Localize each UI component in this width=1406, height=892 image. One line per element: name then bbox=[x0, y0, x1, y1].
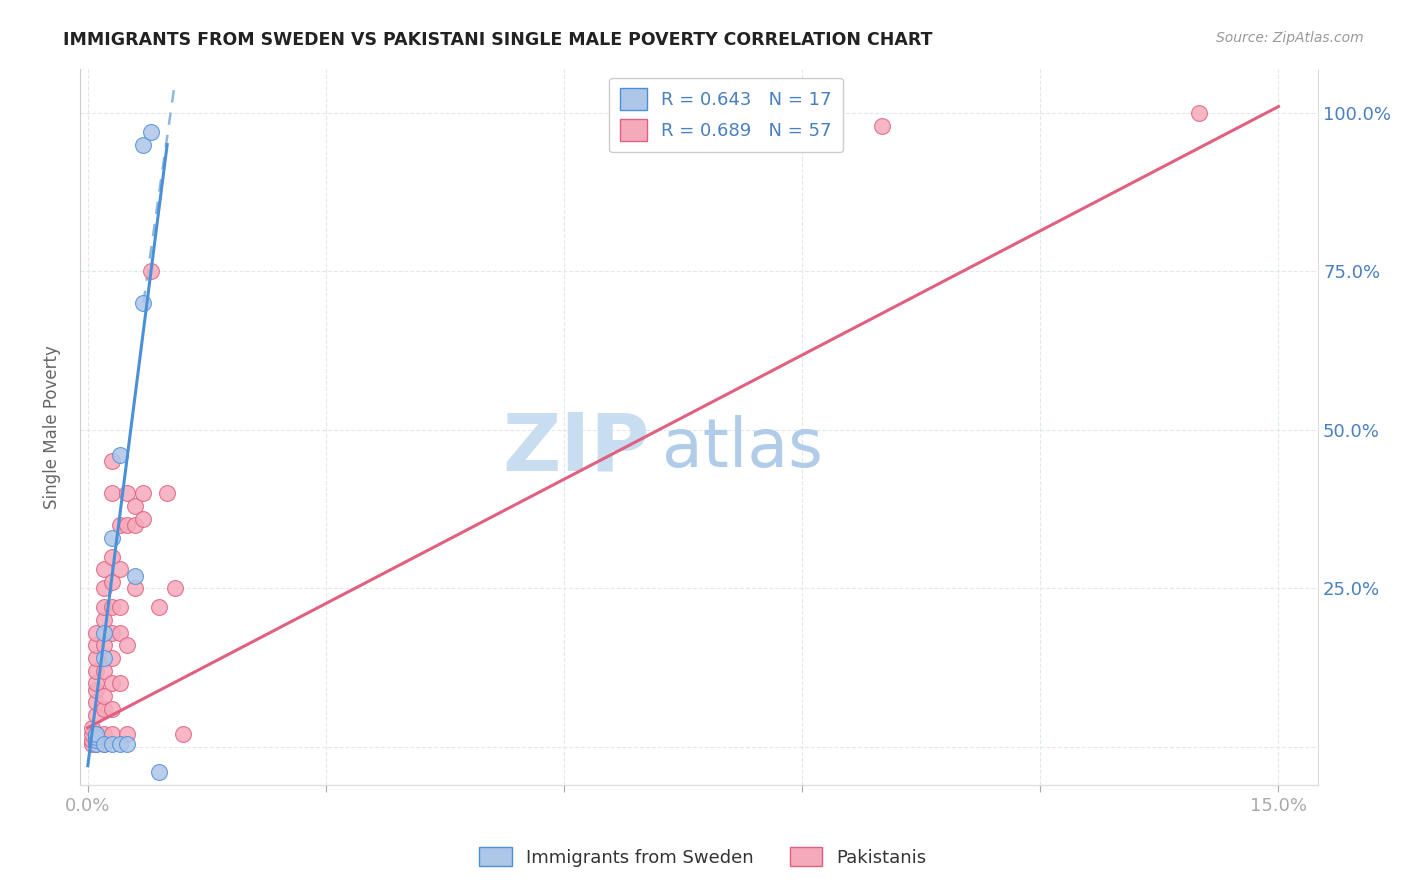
Point bbox=[84, 730, 107, 744]
Point bbox=[108, 676, 131, 690]
Point bbox=[108, 448, 131, 462]
Text: ZIP: ZIP bbox=[502, 409, 650, 487]
Point bbox=[148, 765, 170, 780]
Point bbox=[117, 727, 139, 741]
Point bbox=[156, 486, 179, 500]
Point bbox=[84, 733, 107, 747]
Legend: Immigrants from Sweden, Pakistanis: Immigrants from Sweden, Pakistanis bbox=[472, 840, 934, 874]
Point bbox=[870, 119, 893, 133]
Point bbox=[84, 727, 107, 741]
Point bbox=[100, 676, 122, 690]
Point bbox=[93, 651, 115, 665]
Point bbox=[108, 737, 131, 751]
Point bbox=[93, 727, 115, 741]
Point bbox=[80, 721, 103, 735]
Point bbox=[84, 695, 107, 709]
Point bbox=[80, 733, 103, 747]
Legend: R = 0.643   N = 17, R = 0.689   N = 57: R = 0.643 N = 17, R = 0.689 N = 57 bbox=[609, 78, 842, 153]
Point bbox=[124, 581, 146, 595]
Point bbox=[124, 517, 146, 532]
Point bbox=[132, 137, 155, 152]
Point bbox=[84, 664, 107, 678]
Text: Source: ZipAtlas.com: Source: ZipAtlas.com bbox=[1216, 31, 1364, 45]
Point bbox=[132, 511, 155, 525]
Point bbox=[84, 676, 107, 690]
Point bbox=[84, 682, 107, 697]
Point bbox=[93, 638, 115, 652]
Point bbox=[93, 625, 115, 640]
Point bbox=[84, 737, 107, 751]
Point bbox=[108, 517, 131, 532]
Point bbox=[108, 600, 131, 615]
Point bbox=[100, 574, 122, 589]
Y-axis label: Single Male Poverty: Single Male Poverty bbox=[44, 344, 60, 508]
Point bbox=[124, 499, 146, 513]
Point bbox=[100, 702, 122, 716]
Point bbox=[117, 737, 139, 751]
Point bbox=[80, 727, 103, 741]
Point bbox=[93, 600, 115, 615]
Point bbox=[93, 613, 115, 627]
Point bbox=[148, 600, 170, 615]
Point bbox=[141, 125, 163, 139]
Point bbox=[117, 517, 139, 532]
Point bbox=[84, 651, 107, 665]
Point bbox=[172, 727, 194, 741]
Point bbox=[100, 454, 122, 468]
Point bbox=[132, 296, 155, 310]
Point bbox=[108, 562, 131, 576]
Text: IMMIGRANTS FROM SWEDEN VS PAKISTANI SINGLE MALE POVERTY CORRELATION CHART: IMMIGRANTS FROM SWEDEN VS PAKISTANI SING… bbox=[63, 31, 932, 49]
Point bbox=[93, 664, 115, 678]
Point bbox=[93, 562, 115, 576]
Point bbox=[100, 486, 122, 500]
Point bbox=[84, 733, 107, 747]
Point bbox=[100, 727, 122, 741]
Point bbox=[93, 689, 115, 703]
Point bbox=[124, 568, 146, 582]
Point bbox=[93, 581, 115, 595]
Point bbox=[141, 264, 163, 278]
Point bbox=[93, 737, 115, 751]
Point bbox=[117, 486, 139, 500]
Point bbox=[93, 702, 115, 716]
Text: atlas: atlas bbox=[662, 415, 823, 481]
Point bbox=[165, 581, 187, 595]
Point bbox=[93, 737, 115, 751]
Point bbox=[84, 708, 107, 723]
Point bbox=[80, 737, 103, 751]
Point bbox=[117, 638, 139, 652]
Point bbox=[100, 625, 122, 640]
Point bbox=[100, 737, 122, 751]
Point bbox=[108, 625, 131, 640]
Point bbox=[84, 727, 107, 741]
Point bbox=[100, 549, 122, 564]
Point bbox=[84, 730, 107, 744]
Point bbox=[100, 600, 122, 615]
Point bbox=[100, 651, 122, 665]
Point bbox=[132, 486, 155, 500]
Point bbox=[100, 531, 122, 545]
Point bbox=[84, 625, 107, 640]
Point bbox=[84, 638, 107, 652]
Point bbox=[1188, 106, 1211, 120]
Point bbox=[84, 737, 107, 751]
